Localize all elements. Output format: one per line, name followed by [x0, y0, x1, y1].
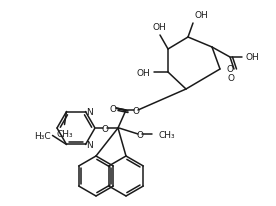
Text: N: N	[86, 140, 93, 149]
Text: CH₃: CH₃	[56, 129, 73, 138]
Text: H₃C: H₃C	[34, 131, 51, 140]
Text: O: O	[102, 124, 108, 133]
Text: O: O	[132, 106, 139, 115]
Text: OH: OH	[245, 53, 259, 62]
Text: O: O	[137, 130, 144, 139]
Text: O: O	[226, 65, 233, 74]
Text: OH: OH	[194, 11, 208, 20]
Text: OH: OH	[152, 23, 166, 32]
Text: O: O	[110, 105, 116, 114]
Text: CH₃: CH₃	[158, 130, 175, 139]
Text: N: N	[86, 108, 93, 116]
Text: O: O	[227, 74, 235, 83]
Text: OH: OH	[136, 68, 150, 77]
